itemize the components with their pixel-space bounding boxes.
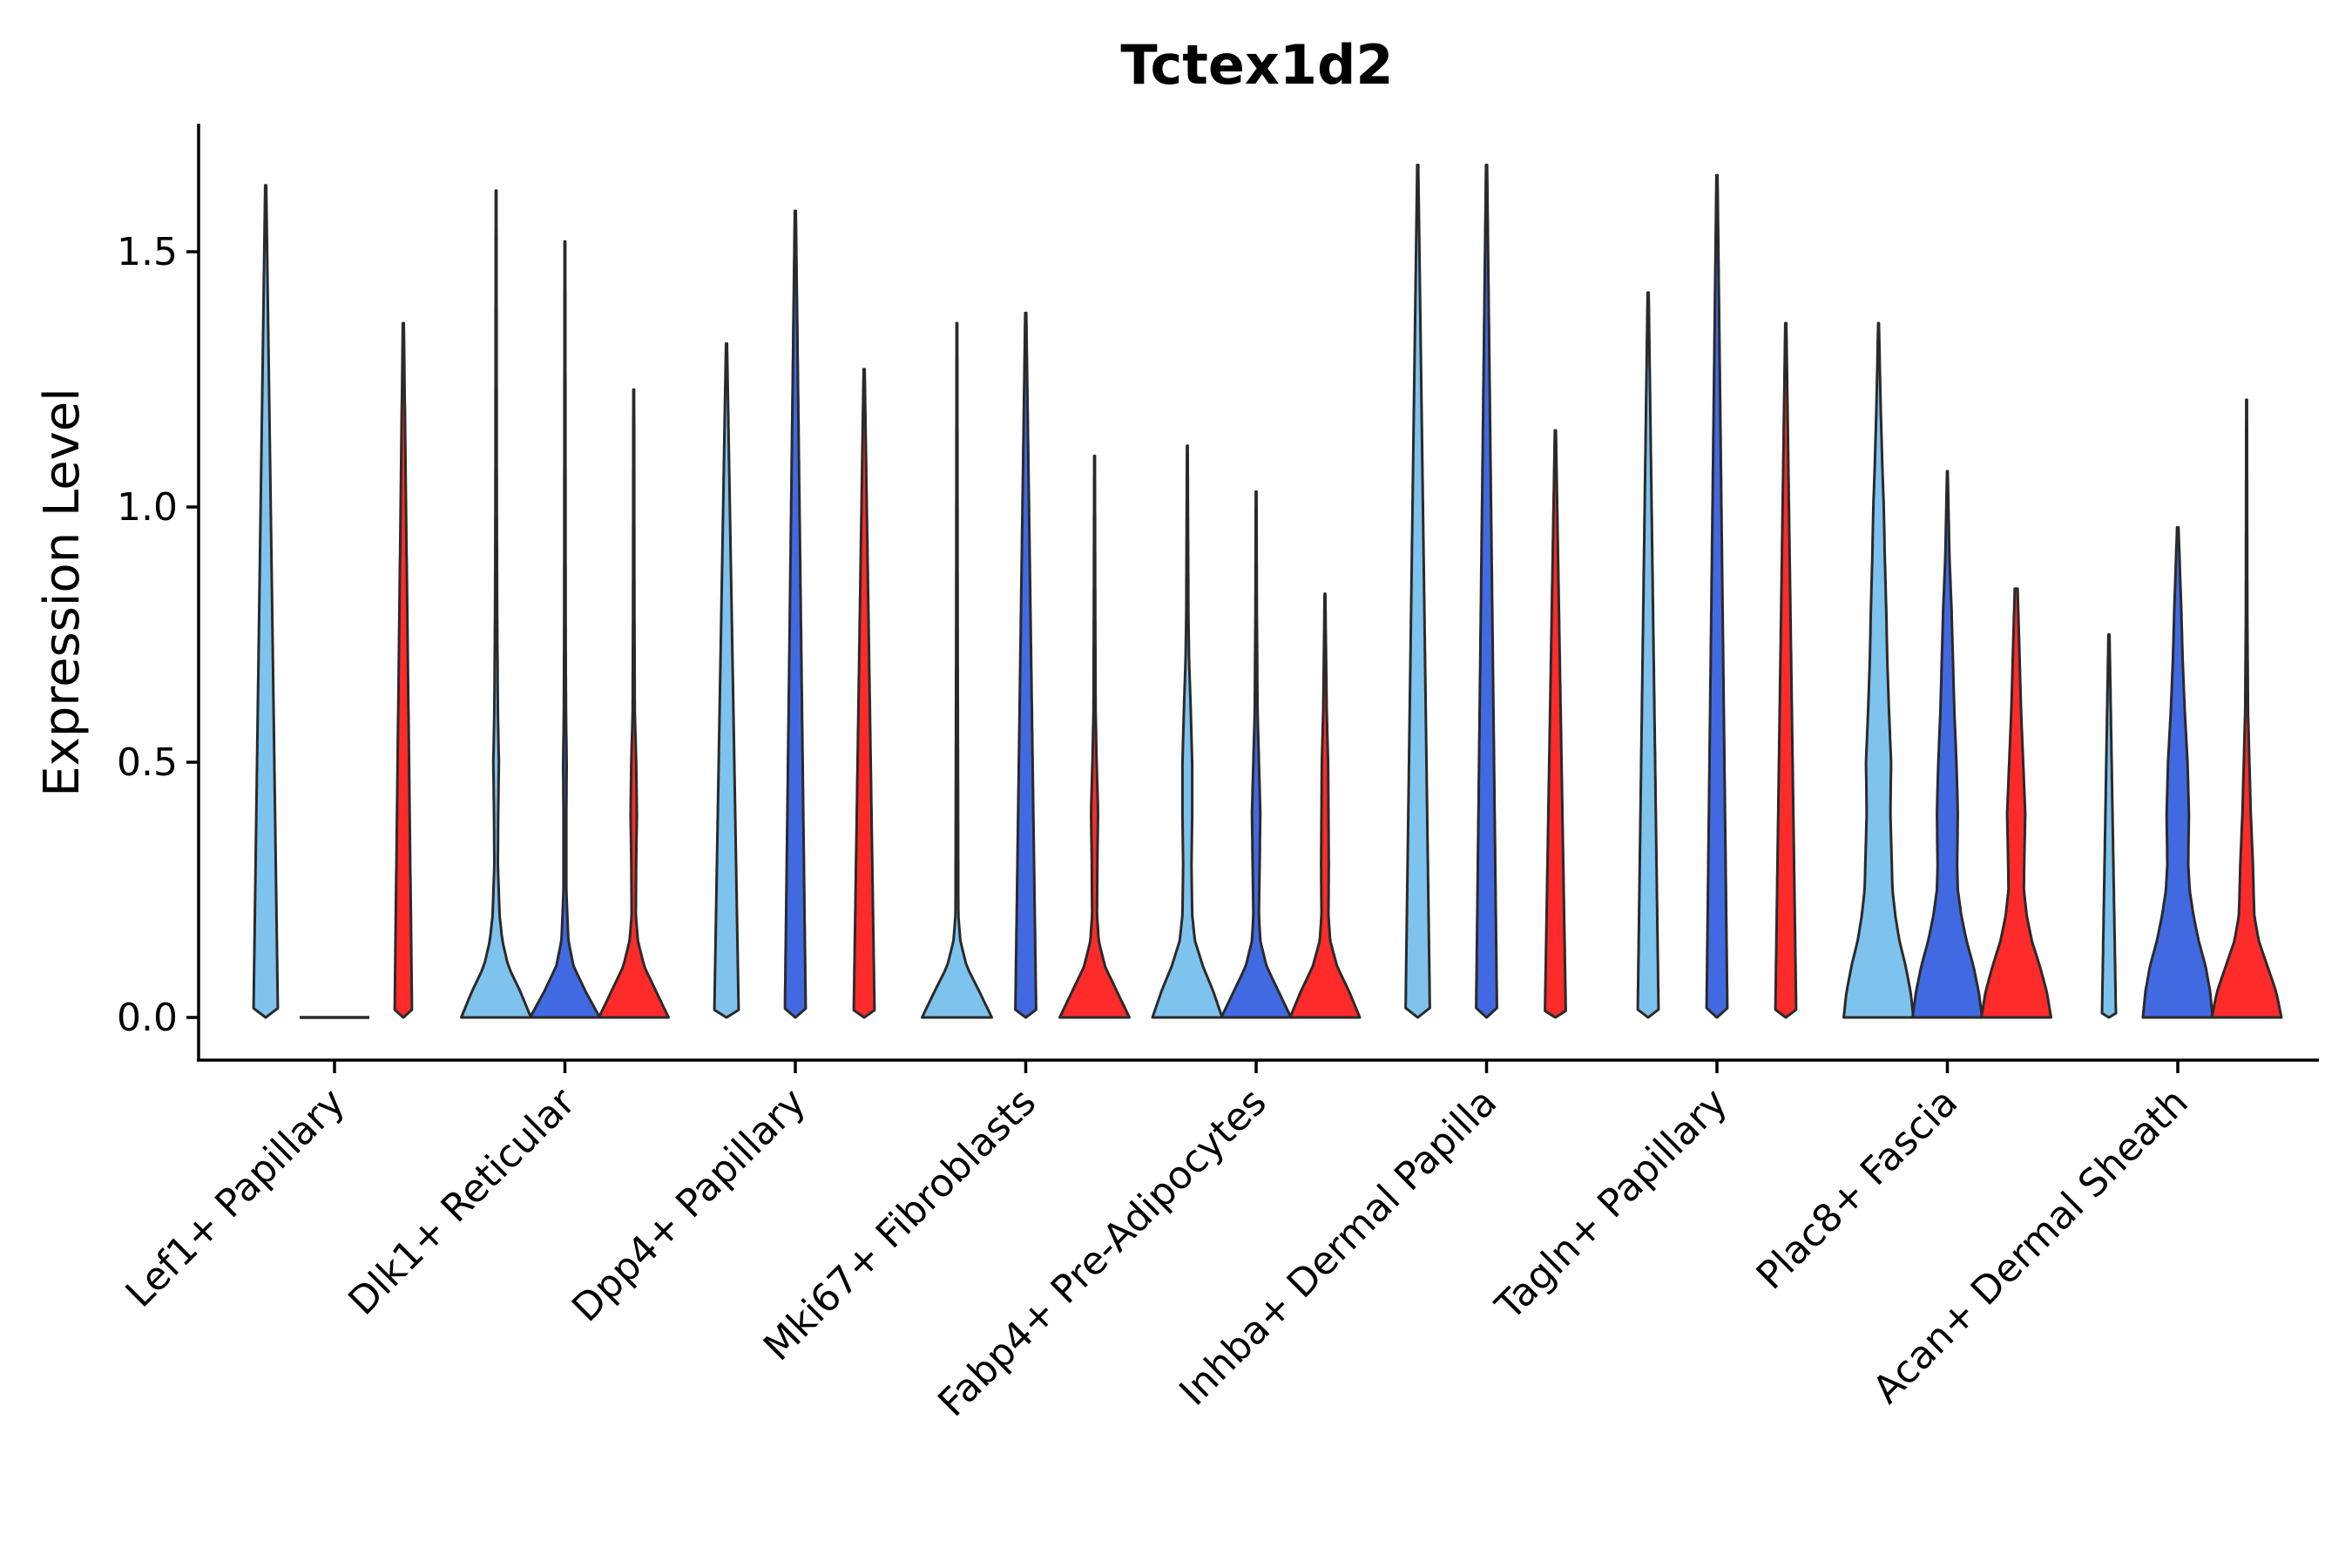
violin-acan-dermal-sheath-3 [2210,398,2283,1019]
violin-inhba-dermal-papilla-2 [1475,163,1498,1019]
violin-inhba-dermal-papilla-3 [1544,429,1567,1019]
violin-mki67-fibroblasts-3 [1058,454,1131,1019]
violin-tagln-papillary-1 [1636,291,1660,1019]
violin-plac8-fascia-2 [1911,470,1984,1019]
violin-lef1-papillary-3 [393,321,414,1019]
violin-lef1-papillary-1 [252,184,280,1019]
violin-mki67-fibroblasts-2 [1014,311,1037,1019]
y-axis-label: Expression Level [34,388,91,797]
violin-plac8-fascia-3 [1980,587,2052,1019]
violin-tagln-papillary-2 [1705,173,1729,1019]
violin-dpp4-papillary-1 [713,342,740,1019]
x-tick-label: Tagln+ Papillary [1487,1080,1736,1329]
x-tick-label: Dlk1+ Reticular [340,1079,585,1324]
violin-plac8-fascia-1 [1842,321,1915,1019]
plot-area [252,163,2283,1019]
x-tick-label: Lef1+ Papillary [118,1080,354,1316]
x-tick-label: Plac8+ Fascia [1748,1080,1967,1299]
violin-dlk1-reticular-3 [598,388,670,1019]
violin-acan-dermal-sheath-2 [2141,525,2214,1019]
chart-title: Tctex1d2 [1120,33,1393,97]
violin-fabp4-pre-adipocytes-3 [1288,592,1362,1019]
violin-fabp4-pre-adipocytes-1 [1151,444,1224,1019]
y-tick-label: 0.5 [117,740,178,785]
y-tick-label: 1.5 [117,230,178,274]
x-tick-label: Dpp4+ Papillary [564,1080,814,1331]
y-tick-label: 0.0 [117,996,178,1040]
violin-dpp4-papillary-2 [783,209,808,1019]
y-tick-label: 1.0 [117,485,178,530]
y-axis-ticks: 0.0 0.5 1.0 1.5 [117,230,199,1040]
violin-acan-dermal-sheath-1 [2100,633,2118,1019]
violin-fabp4-pre-adipocytes-2 [1220,490,1293,1019]
violin-inhba-dermal-papilla-1 [1404,163,1431,1019]
violin-mki67-fibroblasts-1 [921,321,993,1019]
violin-dlk1-reticular-2 [529,240,601,1019]
violin-tagln-papillary-3 [1774,321,1798,1019]
violin-dlk1-reticular-1 [460,189,532,1019]
violin-dpp4-papillary-3 [852,368,876,1019]
